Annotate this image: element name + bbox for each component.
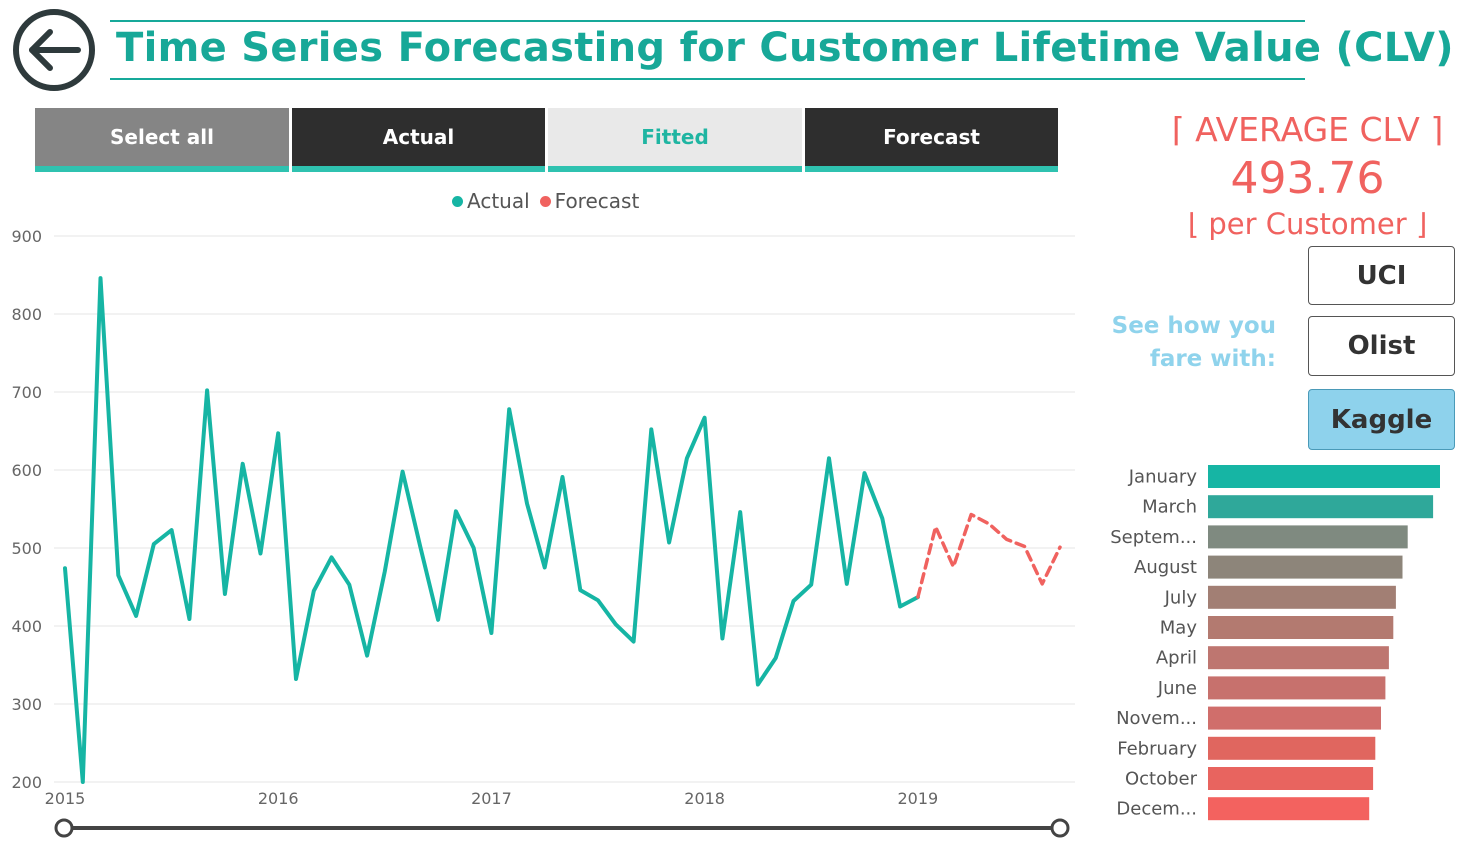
title-bar: Time Series Forecasting for Customer Lif… <box>110 20 1454 80</box>
bar-label-3: August <box>1134 557 1197 578</box>
bar-label-9: February <box>1117 738 1197 759</box>
bar-label-10: October <box>1125 769 1198 790</box>
bar-4 <box>1208 585 1396 609</box>
bar-label-5: May <box>1160 618 1198 639</box>
kpi-label: ⌈ AVERAGE CLV ⌉ <box>1171 110 1444 149</box>
y-tick-label-600: 600 <box>11 461 42 480</box>
bar-label-11: Decem... <box>1116 799 1197 820</box>
compare-prompt-line2: fare with: <box>1149 346 1276 372</box>
legend-label-actual: Actual <box>467 189 530 213</box>
bar-1 <box>1208 495 1434 519</box>
slider-end-handle[interactable] <box>1050 818 1070 838</box>
y-tick-label-700: 700 <box>11 383 42 402</box>
page-title: Time Series Forecasting for Customer Lif… <box>116 25 1454 71</box>
bar-5 <box>1208 616 1394 639</box>
legend-label-forecast: Forecast <box>554 189 640 213</box>
bar-3 <box>1208 555 1403 579</box>
legend-item-forecast[interactable]: Forecast <box>539 189 640 213</box>
series-line-forecast <box>916 512 1062 599</box>
y-tick-label-900: 900 <box>11 227 42 246</box>
actual-button[interactable]: Actual <box>292 108 545 172</box>
bar-label-1: March <box>1142 497 1197 518</box>
series-line-actual <box>63 276 920 784</box>
compare-kaggle-button[interactable]: Kaggle <box>1308 389 1455 450</box>
y-tick-label-400: 400 <box>11 617 42 636</box>
date-range-slider[interactable] <box>52 816 1072 840</box>
legend-item-actual[interactable]: Actual <box>452 189 530 213</box>
compare-prompt-line1: See how you <box>1111 313 1276 339</box>
compare-uci-button[interactable]: UCI <box>1308 246 1455 305</box>
compare-prompt: See how you fare with: <box>1100 310 1276 376</box>
legend-marker-actual <box>452 195 463 207</box>
x-tick-label-2018: 2018 <box>684 789 725 808</box>
bar-8 <box>1208 706 1381 730</box>
bar-10 <box>1208 767 1374 790</box>
bar-label-4: July <box>1164 587 1198 608</box>
bar-11 <box>1208 797 1370 821</box>
bar-7 <box>1208 676 1386 700</box>
x-tick-label-2017: 2017 <box>471 789 512 808</box>
bar-9 <box>1208 736 1376 760</box>
back-button[interactable] <box>12 8 96 92</box>
select-all-button[interactable]: Select all <box>35 108 289 172</box>
kpi-sublabel: ⌊ per Customer ⌋ <box>1187 207 1428 241</box>
slider-start-handle[interactable] <box>54 818 74 838</box>
bar-label-6: April <box>1156 648 1197 669</box>
compare-olist-button[interactable]: Olist <box>1308 316 1455 376</box>
bar-label-0: January <box>1128 467 1198 488</box>
y-tick-label-800: 800 <box>11 305 42 324</box>
bar-6 <box>1208 646 1389 670</box>
y-tick-label-500: 500 <box>11 539 42 558</box>
legend-marker-forecast <box>539 195 551 207</box>
month-bar-chart: January March Septem... August July May April J… <box>1110 465 1440 821</box>
bar-0 <box>1208 465 1440 488</box>
x-tick-label-2019: 2019 <box>897 789 938 808</box>
clv-line-chart: 200 300 400 500 600 700 800 900 2015 2016 2017 2018… <box>11 227 1075 808</box>
bar-label-7: June <box>1157 678 1197 699</box>
arrow-left-circle-icon <box>13 9 95 91</box>
chart-legend: Actual Forecast <box>452 189 649 213</box>
bar-2 <box>1208 525 1408 549</box>
bar-label-2: Septem... <box>1110 527 1197 548</box>
bar-label-8: Novem... <box>1116 708 1197 729</box>
y-tick-label-300: 300 <box>11 695 42 714</box>
y-tick-label-200: 200 <box>11 773 42 792</box>
x-tick-label-2016: 2016 <box>258 789 299 808</box>
x-tick-label-2015: 2015 <box>45 789 86 808</box>
forecast-button[interactable]: Forecast <box>805 108 1058 172</box>
fitted-button[interactable]: Fitted <box>548 108 802 172</box>
kpi-value: 493.76 <box>1230 153 1385 204</box>
